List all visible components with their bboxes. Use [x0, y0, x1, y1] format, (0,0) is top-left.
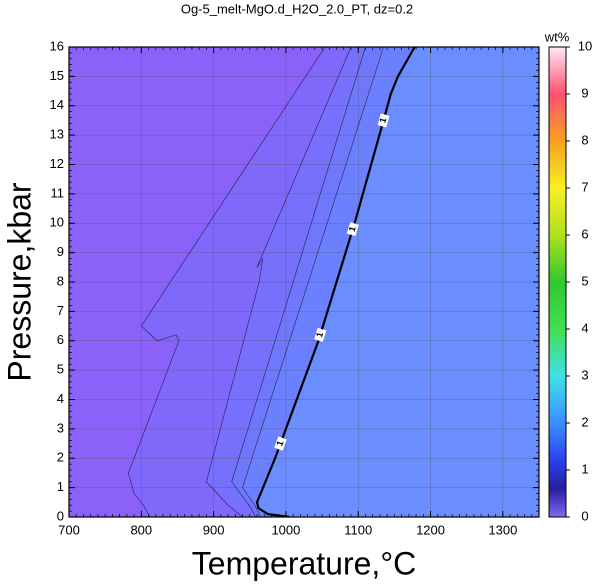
x-tick-label: 700 — [58, 522, 80, 537]
contour-line — [231, 47, 366, 517]
chart-title: Og-5_melt-MgO.d_H2O_2.0_PT, dz=0.2 — [181, 1, 413, 16]
y-tick-label: 6 — [57, 332, 64, 347]
contour-label-box — [346, 222, 359, 237]
colorbar-tick-label: 3 — [581, 367, 588, 382]
colorbar-tick-label: 4 — [581, 320, 588, 335]
colorbar-tick-label: 8 — [581, 132, 588, 147]
x-tick-label: 1200 — [416, 522, 445, 537]
y-tick-label: 10 — [50, 215, 64, 230]
y-tick-label: 1 — [57, 479, 64, 494]
y-tick-label: 9 — [57, 244, 64, 259]
x-tick-label: 800 — [130, 522, 152, 537]
colorbar-tick-label: 10 — [578, 38, 592, 53]
x-tick-label: 900 — [203, 522, 225, 537]
colorbar-tick-label: 1 — [581, 461, 588, 476]
colorbar-tick-label: 6 — [581, 226, 588, 241]
contour-line — [255, 47, 416, 517]
x-tick-label: 1000 — [271, 522, 300, 537]
y-tick-label: 13 — [50, 127, 64, 142]
y-tick-label: 15 — [50, 68, 64, 83]
contour-label: 1 — [274, 439, 285, 447]
colorbar-tick-label: 0 — [581, 508, 588, 523]
colorbar-label: wt% — [544, 29, 570, 44]
contour-label: 1 — [347, 225, 358, 233]
y-tick-label: 7 — [57, 303, 64, 318]
contour-label-box — [314, 327, 327, 342]
plot-area — [69, 47, 539, 517]
x-axis-label: Temperature,°C — [192, 545, 416, 581]
y-tick-label: 2 — [57, 450, 64, 465]
contour-label: 1 — [377, 117, 388, 124]
x-tick-label: 1300 — [488, 522, 517, 537]
y-axis-label: Pressure,kbar — [1, 182, 37, 382]
plot-frame — [68, 46, 540, 518]
colorbar — [548, 46, 567, 518]
y-tick-label: 4 — [57, 391, 64, 406]
contour-line — [127, 47, 326, 517]
y-tick-label: 3 — [57, 420, 64, 435]
colorbar-tick-label: 5 — [581, 273, 588, 288]
contour-line — [242, 47, 384, 517]
y-tick-label: 12 — [50, 156, 64, 171]
contour-line — [206, 47, 352, 517]
contour-label: 1 — [314, 331, 325, 339]
y-tick-label: 8 — [57, 273, 64, 288]
y-tick-label: 5 — [57, 362, 64, 377]
colorbar-tick-label: 9 — [581, 85, 588, 100]
y-tick-label: 0 — [57, 508, 64, 523]
contour-label-box — [274, 436, 287, 451]
y-tick-label: 14 — [50, 97, 64, 112]
colorbar-tick-label: 2 — [581, 414, 588, 429]
y-tick-label: 16 — [50, 38, 64, 53]
colorbar-tick-label: 7 — [581, 179, 588, 194]
contour-label-box — [377, 113, 390, 128]
y-tick-label: 11 — [51, 185, 65, 200]
x-tick-label: 1100 — [344, 522, 372, 537]
